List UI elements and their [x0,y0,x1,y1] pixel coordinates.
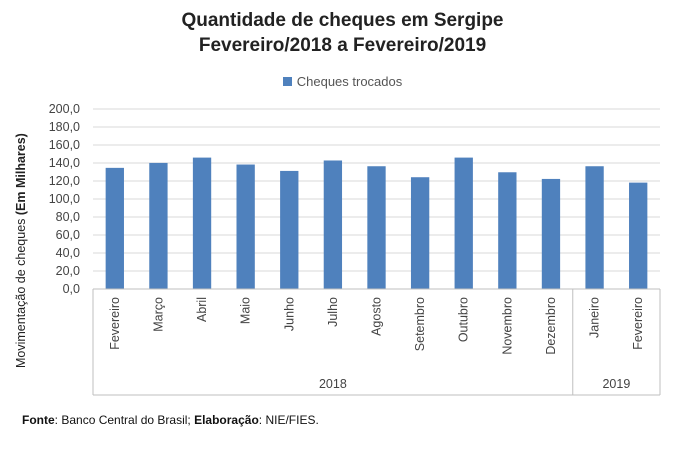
y-tick-label: 180,0 [49,120,80,134]
bar [410,177,430,289]
bar [236,164,255,289]
x-tick-label: Fevereiro [108,297,122,350]
bar [367,166,386,289]
x-group-label: 2019 [602,377,630,391]
y-tick-label: 120,0 [49,174,80,188]
x-tick-label: Abril [195,297,209,322]
x-tick-label: Junho [282,297,296,331]
bar [585,166,604,289]
legend-label: Cheques trocados [296,74,403,89]
y-tick-label: 140,0 [49,156,80,170]
y-tick-label: 160,0 [49,138,80,152]
y-tick-label: 20,0 [56,264,80,278]
bar [149,162,168,289]
x-tick-label: Dezembro [544,297,558,355]
bar [280,170,299,289]
bar [192,157,212,289]
y-tick-label: 0,0 [63,282,80,296]
footer-elab: : NIE/FIES. [258,413,319,427]
bar [498,172,517,289]
x-tick-label: Março [151,297,165,332]
legend-swatch [282,77,292,86]
y-tick-label: 200,0 [49,102,80,116]
x-tick-label: Novembro [500,297,514,355]
y-tick-label: 80,0 [56,210,80,224]
footer: Fonte: Banco Central do Brasil; Elaboraç… [22,413,319,427]
x-tick-label: Julho [326,297,340,327]
footer-source: : Banco Central do Brasil; [54,413,195,427]
chart-title-line2: Fevereiro/2018 a Fevereiro/2019 [198,35,487,56]
bar [454,157,473,289]
bar [105,167,124,289]
x-tick-label: Outubro [457,297,471,342]
y-tick-label: 100,0 [49,192,80,206]
x-tick-label: Janeiro [588,297,602,338]
x-tick-label: Agosto [370,297,384,336]
bar [541,178,561,289]
chart-title-line1: Quantidade de cheques em Sergipe [181,10,504,31]
y-tick-label: 60,0 [56,228,80,242]
footer-elab-label: Elaboração [194,413,259,427]
x-tick-label: Fevereiro [631,297,645,350]
x-tick-label: Maio [239,297,253,324]
bar [629,182,648,289]
legend: Cheques trocados [0,74,685,89]
x-group-label: 2018 [319,377,347,391]
x-tick-label: Setembro [413,297,427,351]
y-tick-label: 40,0 [56,246,80,260]
bar [323,160,343,289]
footer-source-label: Fonte [22,413,55,427]
